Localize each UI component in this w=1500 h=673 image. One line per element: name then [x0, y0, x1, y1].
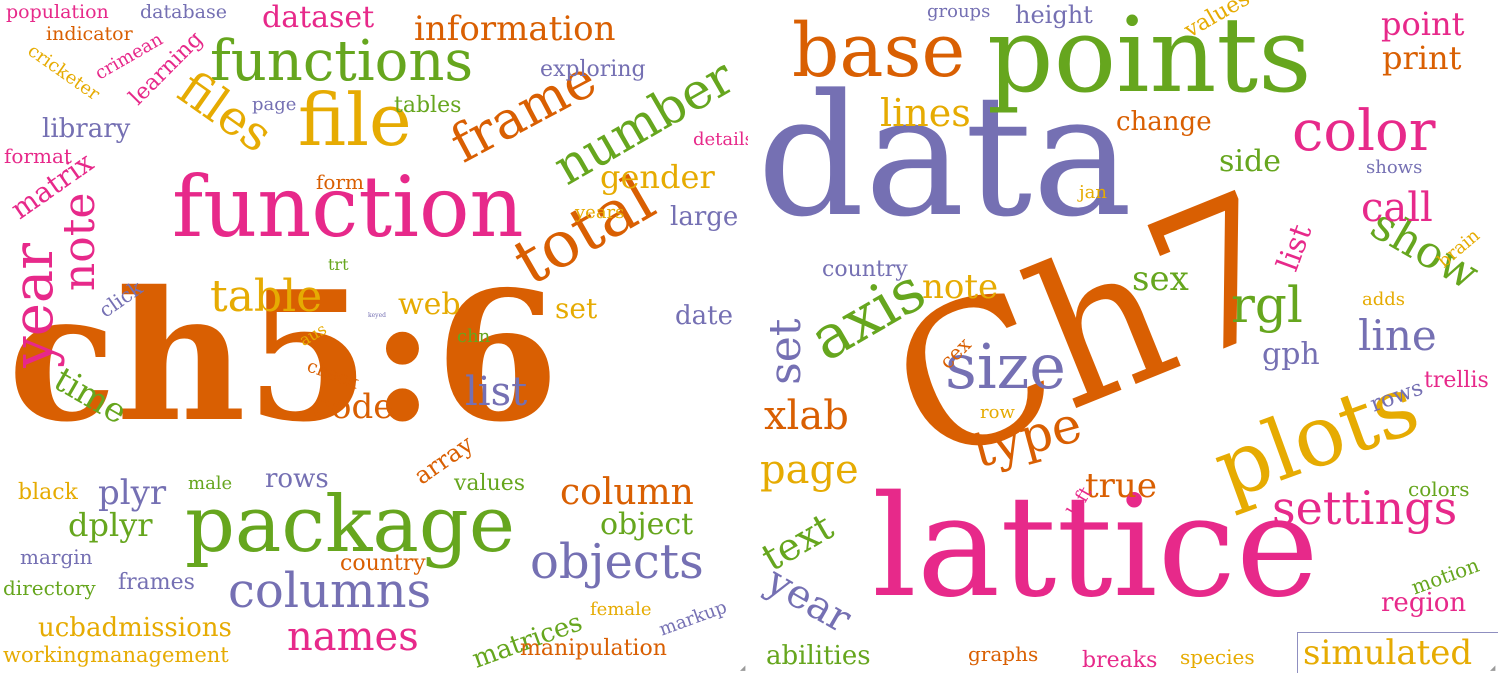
- cloud-word: line: [1358, 311, 1437, 360]
- cloud-word: country: [340, 551, 426, 576]
- cloud-word: column: [560, 472, 694, 513]
- cloud-word: female: [590, 599, 652, 620]
- cloud-word: tables: [394, 93, 462, 118]
- cloud-word: height: [1015, 1, 1093, 29]
- cloud-word: groups: [927, 1, 991, 22]
- cloud-word: abilities: [766, 641, 871, 671]
- cloud-word: points: [987, 0, 1312, 116]
- cloud-word: country: [822, 257, 908, 282]
- cloud-word: directory: [3, 576, 96, 600]
- cloud-word: shows: [1366, 157, 1423, 178]
- cloud-word: row: [980, 402, 1015, 423]
- cloud-word: format: [4, 144, 72, 168]
- cloud-word: jan: [1079, 182, 1107, 203]
- cloud-word: years: [575, 202, 625, 223]
- cloud-word: gender: [600, 158, 715, 196]
- cloud-word: rows: [265, 464, 329, 494]
- cloud-word: markup: [656, 596, 730, 641]
- cloud-divider: [748, 0, 752, 673]
- cloud-word: trellis: [1424, 368, 1489, 393]
- cloud-word: keyed: [368, 312, 386, 319]
- cloud-word: settings: [1272, 481, 1458, 535]
- cloud-word: data: [757, 58, 1133, 254]
- cloud-word: values: [454, 471, 526, 496]
- cloud-word: names: [287, 614, 419, 660]
- cloud-word: page: [252, 94, 297, 115]
- cloud-word: information: [414, 9, 616, 49]
- cloud-word: chn: [457, 326, 491, 347]
- cloud-word: list: [465, 369, 528, 415]
- cloud-word: cricketer: [23, 40, 104, 105]
- cloud-word: breaks: [1082, 648, 1158, 673]
- cloud-word: columns: [228, 563, 432, 619]
- cloud-word: dataset: [262, 0, 375, 35]
- word-cloud-ch5-6: ch5:6 function package functions file frame nu…: [0, 0, 748, 673]
- cloud-word: database: [140, 1, 227, 23]
- cloud-word: set: [555, 292, 598, 325]
- selection-frame: [1297, 632, 1498, 673]
- cloud-word: colors: [1408, 477, 1470, 501]
- cloud-word: point: [1381, 5, 1465, 43]
- cloud-word: library: [42, 114, 131, 144]
- cloud-word: trt: [328, 255, 349, 274]
- cloud-word: black: [18, 480, 78, 505]
- cloud-word: margin: [20, 545, 93, 569]
- cloud-word: dplyr: [68, 506, 153, 544]
- cloud-word: adds: [1362, 289, 1406, 310]
- cloud-word: lattice: [872, 466, 1319, 629]
- cloud-word: ch5:6: [8, 252, 560, 461]
- cloud-word: page: [760, 447, 859, 493]
- cloud-word: lines: [880, 91, 971, 135]
- cloud-word: male: [188, 473, 233, 494]
- cloud-word: form: [316, 170, 364, 194]
- cloud-word: note: [922, 267, 999, 307]
- cloud-word: function: [172, 158, 524, 256]
- cloud-word: species: [1180, 645, 1255, 669]
- cloud-word: functions: [210, 29, 474, 94]
- cloud-word: list: [1270, 219, 1320, 276]
- cloud-word: exploring: [540, 57, 646, 82]
- cloud-word: object: [600, 507, 694, 542]
- cloud-word: graphs: [968, 642, 1039, 666]
- cloud-word: indicator: [46, 23, 133, 45]
- cloud-word: file: [298, 78, 412, 162]
- cloud-word: package: [185, 480, 515, 570]
- cloud-word: side: [1219, 144, 1281, 179]
- cloud-word: true: [1085, 466, 1157, 506]
- cloud-word: objects: [530, 534, 704, 590]
- cloud-word: date: [675, 301, 733, 331]
- cloud-word: set: [760, 318, 811, 385]
- word-cloud-ch7: data Ch7 lattice points base plots color settin…: [752, 0, 1500, 673]
- cloud-word: gph: [1262, 337, 1320, 372]
- cloud-word: workingmanagement: [3, 643, 229, 667]
- cloud-word: large: [670, 202, 739, 232]
- cloud-word: region: [1381, 588, 1467, 618]
- cloud-word: sex: [1132, 259, 1189, 299]
- cloud-word: color: [1292, 99, 1436, 164]
- cloud-word: simulated: [1303, 633, 1473, 673]
- cloud-word: manipulation: [520, 636, 667, 661]
- cloud-word: note: [54, 192, 105, 292]
- resize-grip-icon[interactable]: ◢: [1490, 664, 1496, 672]
- cloud-word: frames: [118, 570, 195, 595]
- cloud-word: plyr: [98, 473, 167, 513]
- cloud-word: details: [693, 129, 748, 150]
- cloud-word: web: [398, 287, 461, 322]
- cloud-word: base: [792, 8, 966, 94]
- cloud-word: change: [1116, 107, 1212, 137]
- resize-grip-icon[interactable]: ◢: [740, 664, 746, 672]
- cloud-word: size: [945, 330, 1067, 403]
- cloud-word: table: [210, 271, 323, 322]
- cloud-word: rgl: [1231, 276, 1303, 334]
- cloud-word: population: [6, 1, 109, 23]
- cloud-word: call: [1361, 185, 1433, 231]
- cloud-word: year: [758, 557, 859, 643]
- cloud-word: ucbadmissions: [38, 613, 232, 643]
- cloud-word: xlab: [764, 393, 849, 439]
- cloud-word: print: [1382, 39, 1462, 77]
- cloud-word: code: [312, 387, 394, 427]
